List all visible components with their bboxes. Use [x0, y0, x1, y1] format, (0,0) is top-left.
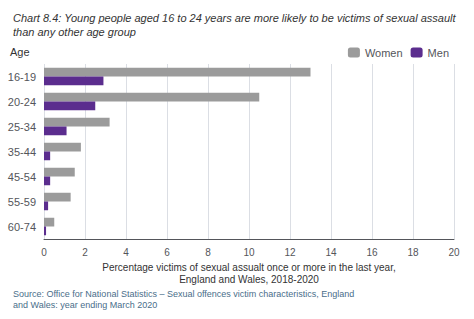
- svg-text:18: 18: [407, 247, 419, 258]
- svg-text:Women: Women: [365, 47, 403, 59]
- svg-text:Chart 8.4: Young people aged 1: Chart 8.4: Young people aged 16 to 24 ye…: [13, 12, 459, 24]
- svg-text:and Wales: year ending March 2: and Wales: year ending March 2020: [13, 300, 157, 310]
- svg-text:6: 6: [164, 247, 170, 258]
- svg-text:Source: Office for National St: Source: Office for National Statistics –…: [13, 289, 357, 299]
- svg-text:20: 20: [448, 247, 460, 258]
- svg-text:England and Wales, 2018-2020: England and Wales, 2018-2020: [179, 274, 319, 285]
- svg-text:60-74: 60-74: [8, 221, 36, 233]
- svg-text:25-34: 25-34: [8, 121, 36, 133]
- svg-text:Age: Age: [10, 46, 30, 58]
- svg-text:14: 14: [325, 247, 337, 258]
- svg-text:16: 16: [366, 247, 378, 258]
- svg-text:45-54: 45-54: [8, 171, 36, 183]
- svg-text:20-24: 20-24: [8, 96, 36, 108]
- svg-text:55-59: 55-59: [8, 196, 36, 208]
- svg-text:Percentage victims of sexual a: Percentage victims of sexual assualt onc…: [102, 262, 395, 273]
- svg-text:0: 0: [41, 247, 47, 258]
- svg-text:16-19: 16-19: [8, 71, 36, 83]
- svg-text:4: 4: [123, 247, 129, 258]
- svg-text:Men: Men: [428, 47, 449, 59]
- svg-text:8: 8: [205, 247, 211, 258]
- svg-text:10: 10: [243, 247, 255, 258]
- svg-text:2: 2: [82, 247, 88, 258]
- svg-text:35-44: 35-44: [8, 146, 36, 158]
- svg-text:than any other age group: than any other age group: [13, 26, 136, 38]
- svg-text:12: 12: [284, 247, 296, 258]
